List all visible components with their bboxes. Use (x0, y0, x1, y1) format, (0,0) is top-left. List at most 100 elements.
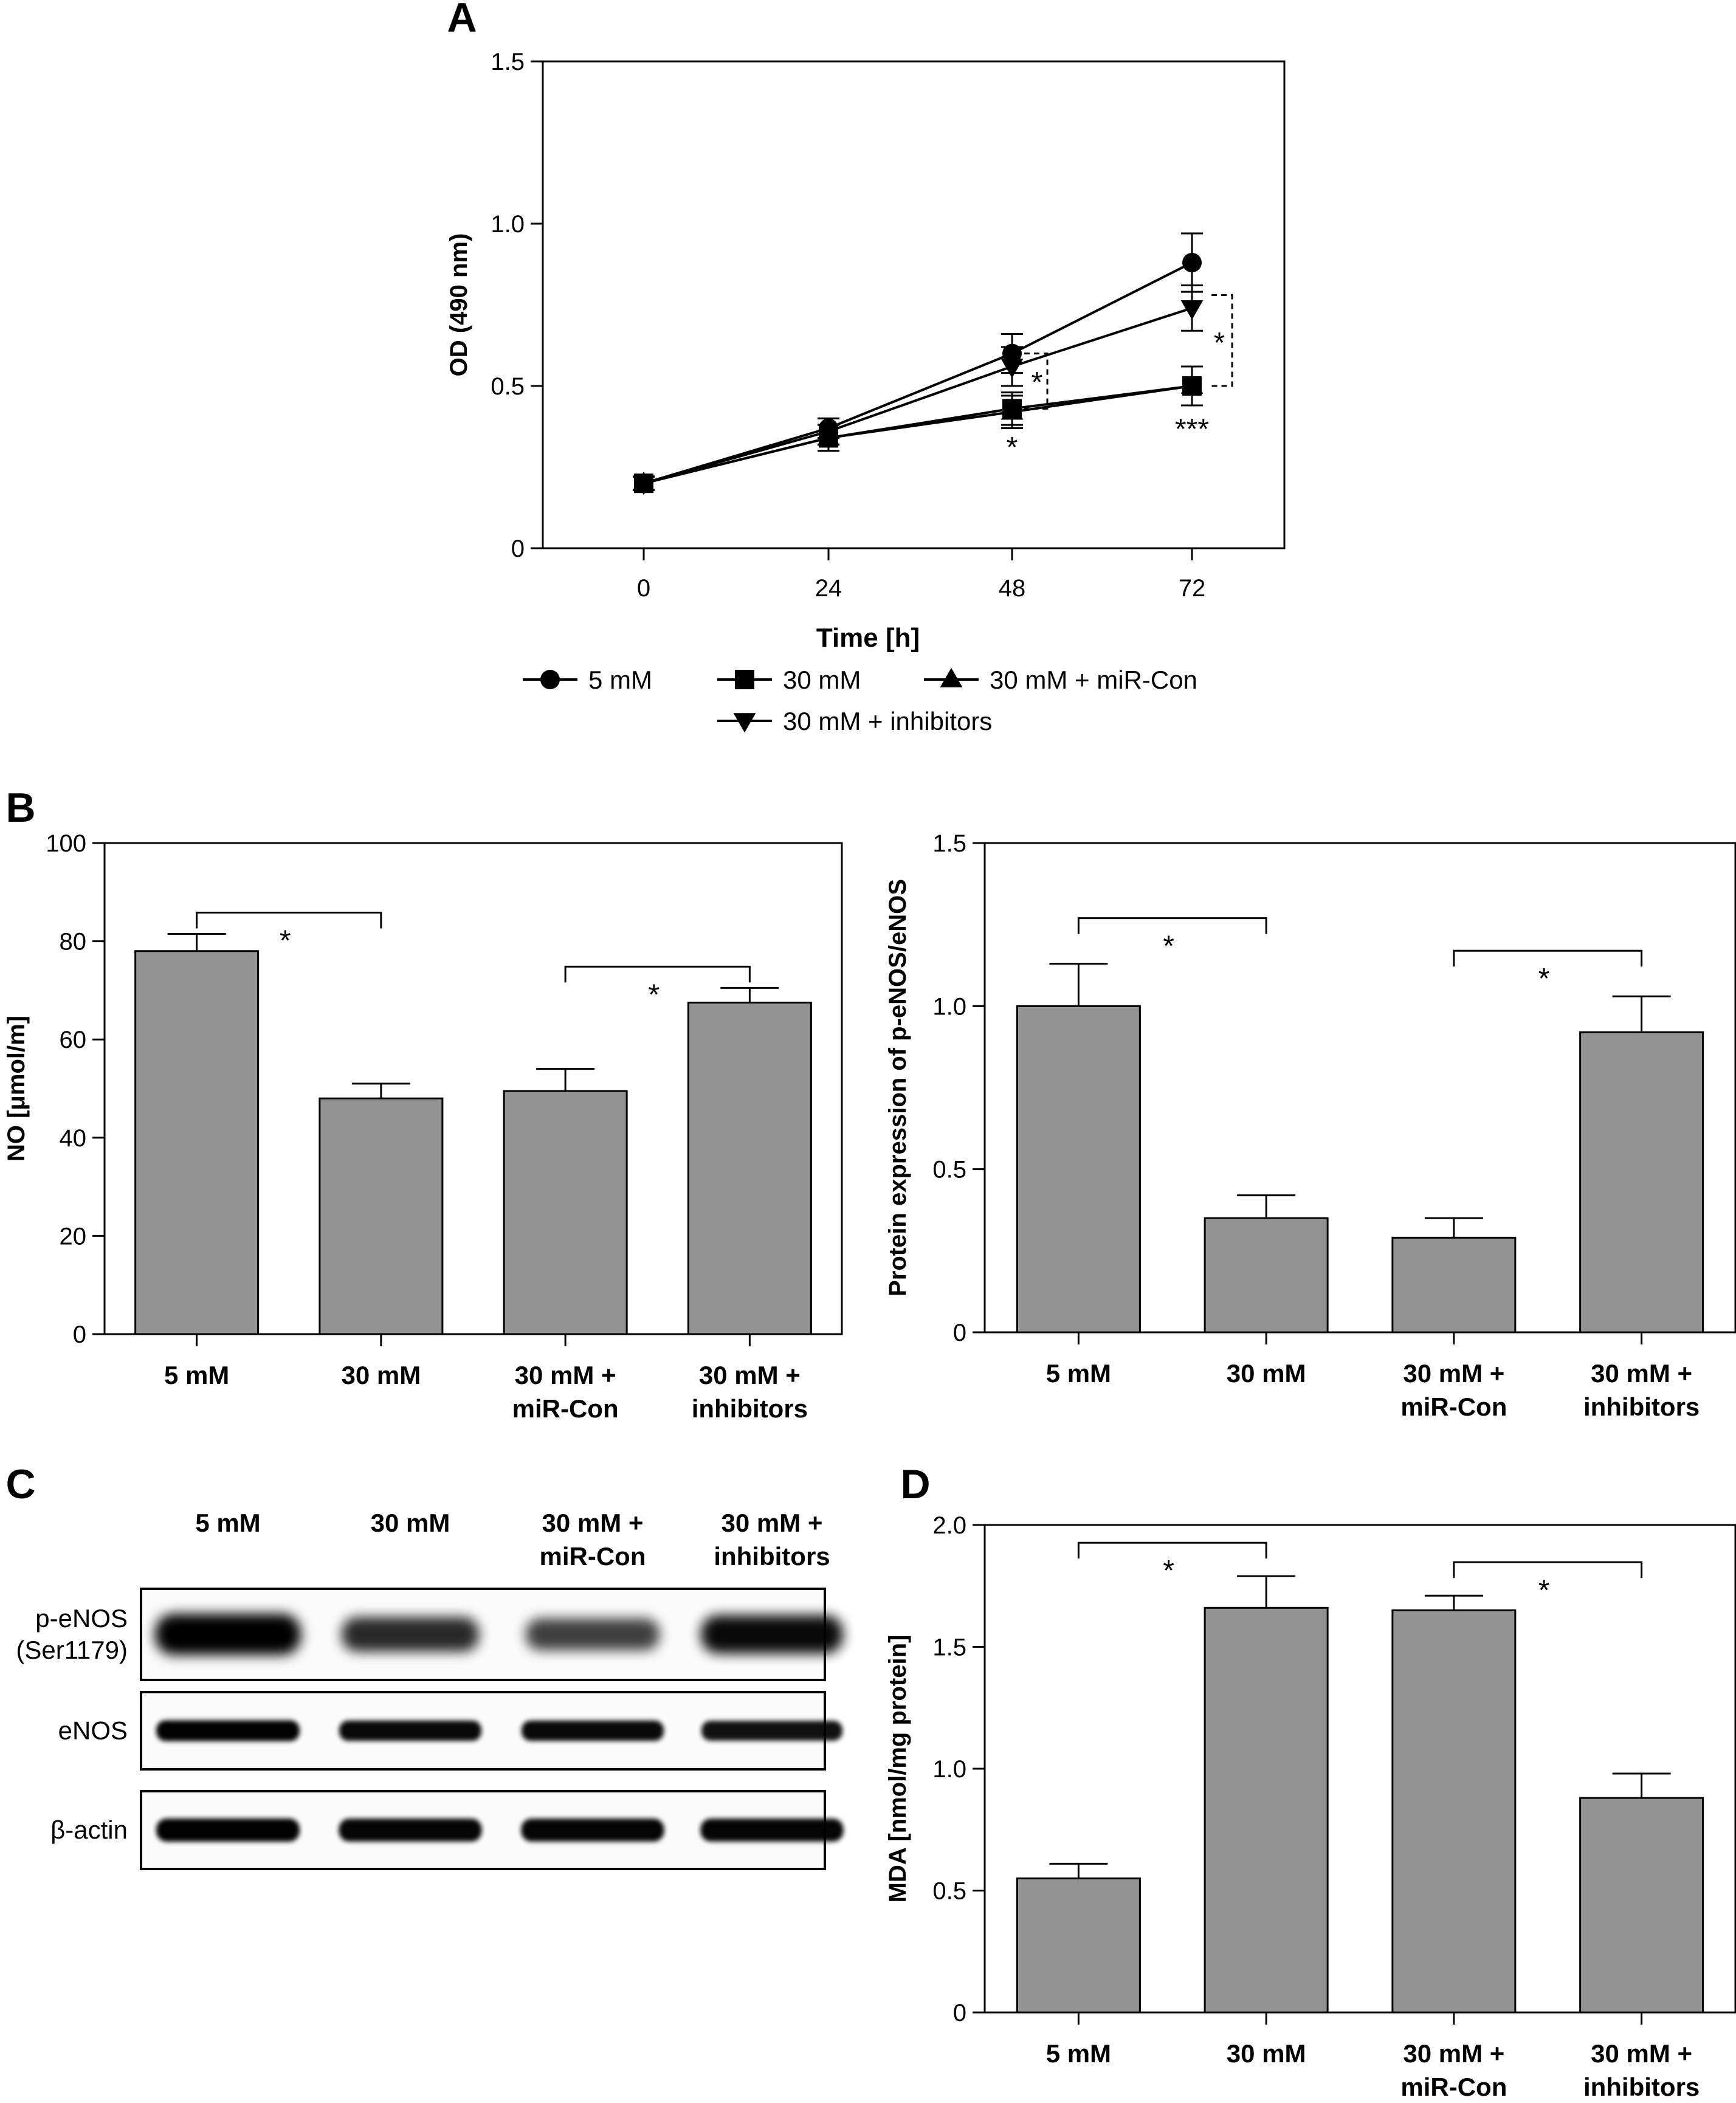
y-tick-label: 20 (60, 1223, 87, 1250)
x-tick-label: 5 mM (1046, 2039, 1111, 2068)
plot-frame (983, 842, 1736, 1334)
significance-bracket (564, 965, 751, 983)
legend-marker (540, 670, 560, 689)
significance-star: * (1538, 1574, 1550, 1606)
bar (1579, 1031, 1704, 1334)
x-tick-label: miR-Con (1400, 2073, 1507, 2101)
series-line (643, 261, 1193, 485)
y-tick-label: 1.0 (932, 1756, 966, 1783)
bar (319, 1097, 444, 1335)
y-axis-label: NO [μmol/m] (3, 1016, 30, 1162)
y-tick-label: 1.5 (932, 1634, 966, 1661)
lane-label: miR-Con (540, 1542, 646, 1571)
bar (1204, 1217, 1329, 1334)
significance-star: * (648, 979, 660, 1011)
blot-band (526, 1618, 660, 1651)
panel-label-d: D (900, 1461, 930, 1507)
y-tick-label: 60 (60, 1027, 87, 1053)
y-tick-label: 40 (60, 1125, 87, 1152)
x-tick-label: 30 mM (1227, 2039, 1306, 2068)
y-tick-label: 1.5 (932, 830, 966, 857)
y-axis-label: MDA [nmol/mg protein] (884, 1635, 911, 1903)
blot-band (156, 1720, 300, 1741)
y-axis-label: Protein expression of p-eNOS/eNOS (884, 879, 911, 1296)
panel-label-b: B (5, 785, 35, 831)
significance-bracket-48h (1024, 353, 1049, 410)
data-point (1180, 374, 1204, 394)
y-tick-label: 0 (953, 1320, 966, 1346)
significance-star: * (1032, 367, 1043, 399)
y-tick-label-a: 0 (511, 535, 525, 562)
x-tick-label: miR-Con (512, 1394, 619, 1423)
significance-star: * (1214, 327, 1225, 359)
x-tick-label: 30 mM + (515, 1361, 616, 1389)
significance-bracket-72h (1211, 294, 1233, 387)
bar (503, 1090, 628, 1335)
x-tick-label: inhibitors (1583, 1392, 1700, 1421)
blot-band (156, 1818, 300, 1842)
significance-star: * (1163, 1555, 1174, 1587)
x-tick-label: 30 mM + (1591, 1359, 1692, 1388)
x-tick-label: 5 mM (164, 1361, 229, 1389)
blot-band (701, 1721, 842, 1741)
data-point (632, 475, 655, 495)
data-point (1001, 400, 1024, 420)
y-tick-label-a: 1.0 (491, 211, 525, 238)
lane-label: 30 mM + (722, 1509, 823, 1537)
lane-label: inhibitors (714, 1542, 830, 1571)
data-point (1180, 300, 1204, 320)
x-tick-label: inhibitors (1583, 2073, 1700, 2101)
bar (1579, 1797, 1704, 2014)
y-tick-label: 100 (46, 830, 86, 857)
y-tick-label-a: 0.5 (491, 373, 525, 400)
significance-star: * (1538, 963, 1550, 995)
y-tick-label: 1.0 (932, 993, 966, 1020)
blot-band (155, 1614, 301, 1655)
y-tick-label: 0.5 (932, 1878, 966, 1905)
y-tick-label: 0.5 (932, 1157, 966, 1183)
data-point (817, 423, 840, 443)
blot-row-label: β-actin (50, 1816, 128, 1844)
lane-label: 30 mM (371, 1509, 450, 1537)
x-tick-label: 30 mM + (1403, 1359, 1504, 1388)
panel-label-a: A (447, 0, 477, 41)
lane-label: 30 mM + (542, 1509, 644, 1537)
bar (1016, 1005, 1141, 1334)
legend-marker (735, 670, 754, 689)
significance-star: * (1163, 931, 1174, 963)
bar (1204, 1606, 1329, 2014)
data-point (1182, 253, 1202, 273)
x-tick-label: 30 mM (342, 1361, 421, 1389)
lane-label: 5 mM (195, 1509, 260, 1537)
legend-marker (940, 667, 963, 687)
x-tick-label: 30 mM + (1403, 2039, 1504, 2068)
panel-label-c: C (5, 1461, 35, 1507)
x-tick-label-a: 0 (637, 575, 650, 602)
significance-star: *** (1175, 413, 1209, 446)
blot-band (342, 1617, 479, 1652)
bar (687, 1002, 812, 1335)
legend-label: 30 mM (783, 666, 861, 694)
legend-label: 5 mM (588, 666, 652, 694)
x-tick-label-a: 48 (999, 575, 1026, 602)
significance-star: * (1007, 432, 1018, 464)
y-tick-label: 0 (953, 2000, 966, 2026)
x-tick-label-a: 24 (815, 575, 842, 602)
blot-band (701, 1615, 843, 1654)
blot-band (522, 1720, 664, 1741)
legend-label: 30 mM + miR-Con (990, 666, 1197, 694)
bar (1391, 1236, 1517, 1334)
significance-bracket (196, 911, 382, 929)
x-tick-label: inhibitors (692, 1394, 808, 1423)
blot-band (339, 1819, 482, 1842)
blot-row-label: (Ser1179) (16, 1636, 128, 1664)
blot-row-label: p-eNOS (35, 1604, 128, 1633)
series-line (643, 385, 1193, 485)
y-tick-label: 0 (73, 1321, 86, 1348)
significance-bracket (1077, 917, 1267, 934)
data-point (1001, 359, 1024, 379)
x-tick-label-a: 72 (1179, 575, 1206, 602)
x-axis-label-a: Time [h] (816, 623, 920, 653)
blot-band (339, 1720, 481, 1741)
x-tick-label: 30 mM (1227, 1359, 1306, 1388)
